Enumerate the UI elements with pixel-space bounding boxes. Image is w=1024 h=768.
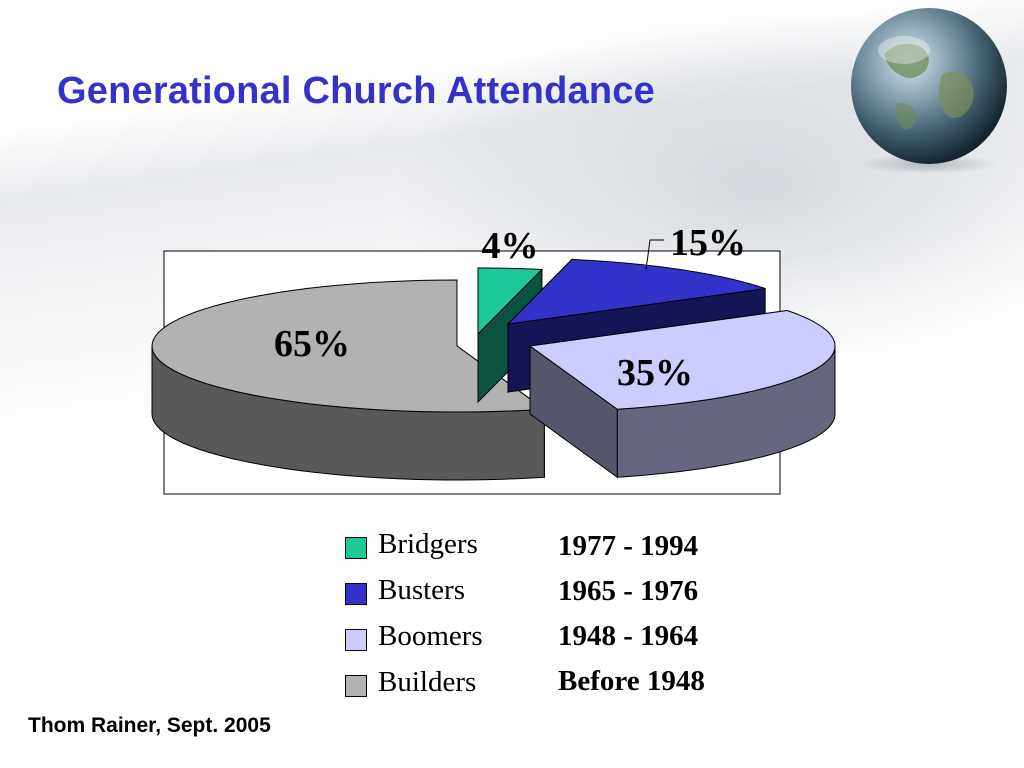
years-bridgers: 1977 - 1994: [558, 530, 699, 562]
legend-swatch-bridgers: [345, 537, 367, 559]
years-boomers: 1948 - 1964: [558, 620, 699, 652]
pie-slice-boomers: [528, 309, 836, 479]
legend-swatch-boomers: [345, 629, 367, 651]
source-citation: Thom Rainer, Sept. 2005: [28, 714, 271, 737]
globe-icon: [851, 8, 1007, 174]
pie-slices: [151, 258, 836, 481]
slice-top-bridgers: [477, 267, 544, 336]
legend-label-busters: Busters: [378, 574, 465, 606]
data-label-bridgers: 4%: [482, 225, 539, 267]
pie-labels: 4% 15% 35% 65%: [274, 222, 746, 394]
legend-label-builders: Builders: [378, 666, 477, 698]
years-builders: Before 1948: [558, 665, 705, 697]
data-label-boomers: 35%: [617, 352, 693, 394]
legend-swatch-builders: [345, 675, 367, 697]
years-busters: 1965 - 1976: [558, 575, 699, 607]
data-label-builders: 65%: [274, 323, 350, 365]
slice-top-builders: [151, 279, 546, 413]
page-title: Generational Church Attendance: [57, 70, 655, 112]
data-label-busters: 15%: [670, 222, 746, 264]
legend-swatch-busters: [345, 583, 367, 605]
pie-slice-builders: [151, 279, 546, 481]
leader-line-busters: [645, 239, 664, 271]
legend-label-bridgers: Bridgers: [378, 528, 478, 560]
slice-top-busters: [506, 258, 766, 325]
year-ranges: 1977 - 1994 1965 - 1976 1948 - 1964 Befo…: [558, 530, 705, 710]
slice-top-boomers: [528, 310, 836, 410]
legend-label-boomers: Boomers: [378, 620, 483, 652]
